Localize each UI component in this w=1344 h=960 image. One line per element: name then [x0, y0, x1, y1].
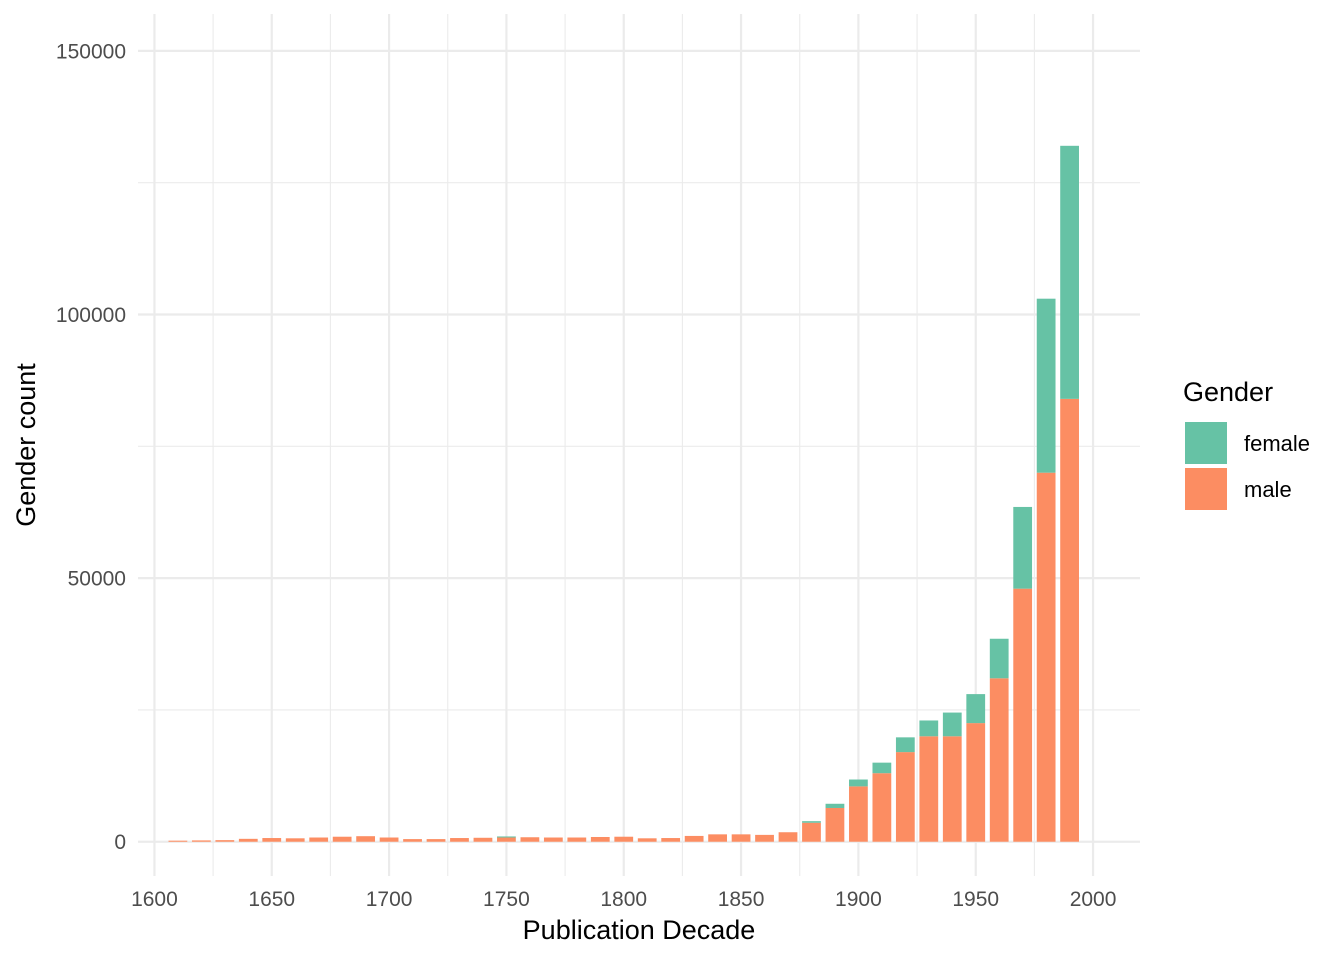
x-tick-label: 1950: [952, 888, 999, 911]
bar-male: [778, 832, 798, 842]
bar-male: [849, 786, 868, 842]
bar-male: [403, 839, 422, 842]
bar-male: [661, 838, 681, 842]
x-tick-label: 1650: [248, 888, 295, 911]
bar-male: [825, 807, 845, 842]
bar-male: [942, 736, 962, 842]
bar-male: [309, 837, 329, 842]
legend-key-male: [1185, 468, 1227, 510]
bar-male: [497, 837, 516, 842]
bar-female: [989, 638, 1009, 679]
bar-male: [332, 836, 352, 842]
bar-male: [872, 773, 892, 842]
bar-male: [895, 752, 915, 842]
bar-female: [872, 762, 892, 774]
legend: Gender female male: [1183, 377, 1310, 510]
major-gridlines: [138, 14, 1140, 876]
bar-male: [450, 838, 469, 842]
bar-female: [802, 821, 821, 823]
bar-male: [168, 840, 188, 842]
bar-female: [1013, 506, 1033, 589]
bar-male: [543, 837, 563, 842]
y-tick-label: 50000: [68, 568, 126, 591]
legend-label-male: male: [1244, 477, 1292, 502]
bar-male: [1060, 398, 1079, 842]
bar-male: [1036, 472, 1056, 842]
bar-male: [520, 837, 540, 842]
x-axis-ticks: 1600 1650 1700 1750 1800 1850 1900 1950 2000: [131, 888, 1116, 911]
bar-male: [356, 836, 376, 842]
bar-male: [191, 840, 211, 842]
bar-male: [731, 834, 751, 842]
y-axis-ticks: 0 50000 100000 150000: [56, 40, 126, 854]
bar-female: [1036, 298, 1056, 473]
bar-female: [942, 712, 962, 737]
legend-label-female: female: [1244, 431, 1310, 456]
bar-male: [755, 834, 774, 842]
y-tick-label: 0: [114, 831, 126, 854]
bar-male: [919, 736, 939, 842]
bar-male: [590, 836, 610, 842]
x-tick-label: 2000: [1070, 888, 1117, 911]
legend-key-female: [1185, 422, 1227, 464]
bar-female: [849, 779, 868, 787]
bar-male: [285, 838, 305, 842]
bar-male: [238, 838, 258, 842]
bar-male: [614, 836, 634, 842]
bar-female: [1060, 145, 1079, 399]
bar-male: [262, 838, 282, 842]
bar-male: [637, 838, 657, 842]
bar-male: [473, 837, 493, 842]
bar-male: [567, 837, 587, 842]
bar-male: [215, 840, 235, 842]
minor-gridlines: [138, 14, 1140, 876]
stacked-bars: [168, 145, 1079, 842]
bar-male: [966, 723, 986, 842]
x-tick-label: 1700: [366, 888, 413, 911]
x-tick-label: 1800: [600, 888, 647, 911]
y-tick-label: 150000: [56, 40, 126, 63]
y-tick-label: 100000: [56, 304, 126, 327]
bar-male: [379, 837, 399, 842]
bar-male: [426, 839, 446, 842]
bar-female: [966, 694, 986, 724]
y-axis-title: Gender count: [11, 363, 41, 527]
bar-male: [708, 834, 727, 842]
x-tick-label: 1600: [131, 888, 178, 911]
bar-male: [802, 822, 821, 842]
x-tick-label: 1850: [718, 888, 765, 911]
bar-female: [919, 720, 939, 737]
bar-male: [1013, 588, 1033, 842]
x-tick-label: 1750: [483, 888, 530, 911]
bar-male: [684, 835, 704, 842]
legend-title: Gender: [1183, 377, 1273, 407]
bar-female: [825, 803, 845, 808]
x-tick-label: 1900: [835, 888, 882, 911]
bar-female: [895, 737, 915, 753]
bar-female: [497, 836, 516, 838]
x-axis-title: Publication Decade: [523, 915, 756, 945]
bar-male: [989, 678, 1009, 842]
